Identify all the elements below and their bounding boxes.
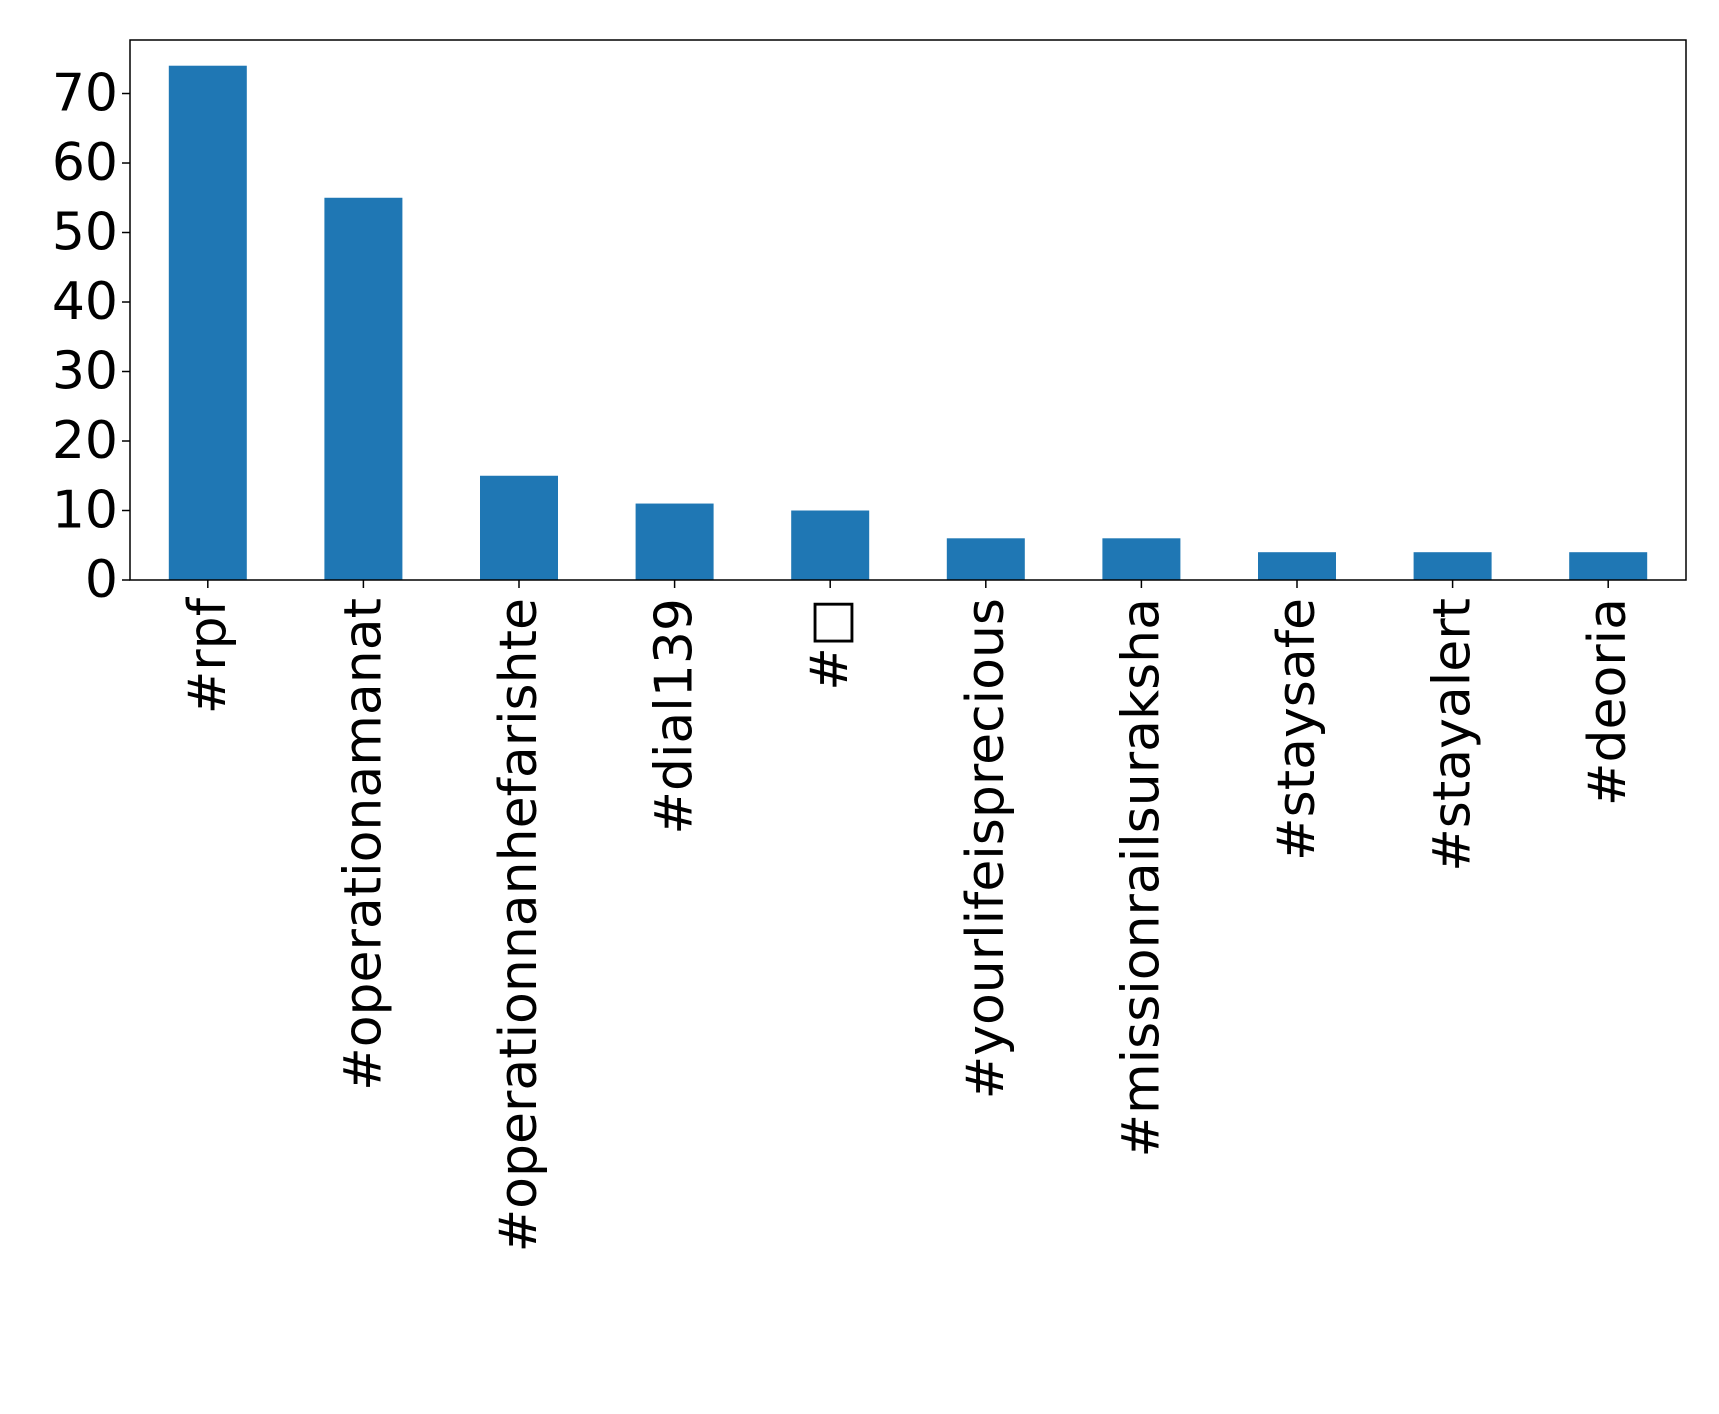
- bar-4: [791, 510, 870, 580]
- x-tick-label-5: #yourlifeisprecious: [956, 598, 1016, 1099]
- x-tick-label-6: #missionrailsuraksha: [1111, 598, 1171, 1158]
- x-axis: #rpf #operationamanat #operationnanhefaris…: [178, 580, 1638, 1252]
- y-tick-label-7: 70: [52, 64, 118, 124]
- bar-5: [946, 538, 1025, 580]
- y-axis: 0 10 20 30 40 50 60 70: [52, 64, 130, 610]
- y-tick-label-5: 50: [52, 203, 118, 263]
- bar-1: [324, 197, 403, 580]
- x-tick-label-8: #stayalert: [1423, 598, 1483, 872]
- y-tick-label-1: 10: [52, 481, 118, 541]
- x-tick-label-7: #staysafe: [1267, 598, 1327, 861]
- y-tick-label-0: 0: [85, 550, 118, 610]
- bar-0: [168, 65, 247, 580]
- bar-7: [1258, 552, 1336, 580]
- x-tick-label-4: #□: [800, 598, 860, 691]
- x-tick-label-0: #rpf: [178, 596, 238, 714]
- bar-2: [480, 475, 558, 580]
- y-tick-label-6: 60: [52, 133, 118, 193]
- x-tick-label-3: #dial139: [645, 598, 705, 835]
- bar-9: [1569, 552, 1648, 580]
- y-tick-label-2: 20: [52, 411, 118, 471]
- x-tick-label-1: #operationamanat: [333, 598, 393, 1091]
- bar-3: [635, 503, 714, 580]
- x-tick-label-9: #deoria: [1578, 598, 1638, 806]
- x-tick-label-2: #operationnanhefarishte: [489, 598, 549, 1252]
- bar-6: [1102, 538, 1181, 580]
- y-tick-label-4: 40: [52, 272, 118, 332]
- y-tick-label-3: 30: [52, 342, 118, 402]
- plot-frame: [129, 39, 1687, 581]
- bars-group: [168, 65, 1648, 580]
- bar-8: [1413, 552, 1492, 580]
